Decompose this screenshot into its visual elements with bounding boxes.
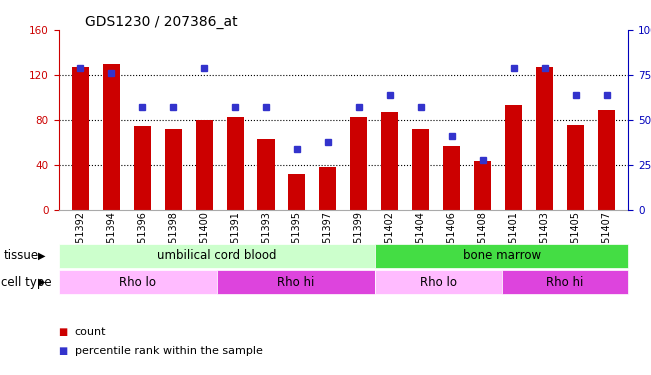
Text: cell type: cell type: [1, 276, 51, 289]
Bar: [165, 129, 182, 210]
Bar: [502, 270, 628, 294]
Bar: [258, 139, 275, 210]
Bar: [72, 67, 89, 210]
Text: ■: ■: [59, 346, 68, 355]
Text: tissue: tissue: [3, 249, 38, 262]
Bar: [412, 129, 429, 210]
Bar: [375, 244, 628, 268]
Text: GDS1230 / 207386_at: GDS1230 / 207386_at: [85, 15, 237, 29]
Text: Rho hi: Rho hi: [546, 276, 583, 289]
Bar: [443, 146, 460, 210]
Bar: [217, 270, 375, 294]
Bar: [381, 112, 398, 210]
Bar: [505, 105, 522, 210]
Text: Rho hi: Rho hi: [277, 276, 314, 289]
Bar: [227, 117, 243, 210]
Bar: [103, 64, 120, 210]
Bar: [195, 120, 213, 210]
Bar: [59, 270, 217, 294]
Text: bone marrow: bone marrow: [463, 249, 541, 262]
Bar: [288, 174, 305, 210]
Bar: [567, 124, 584, 210]
Bar: [59, 244, 375, 268]
Text: umbilical cord blood: umbilical cord blood: [157, 249, 277, 262]
Text: Rho lo: Rho lo: [420, 276, 457, 289]
Bar: [474, 160, 492, 210]
Text: ▶: ▶: [38, 251, 46, 261]
Text: ▶: ▶: [38, 277, 46, 287]
Bar: [375, 270, 502, 294]
Bar: [320, 167, 337, 210]
Bar: [133, 126, 150, 210]
Text: Rho lo: Rho lo: [119, 276, 156, 289]
Bar: [536, 67, 553, 210]
Text: count: count: [75, 327, 106, 337]
Text: ■: ■: [59, 327, 68, 337]
Bar: [598, 110, 615, 210]
Text: percentile rank within the sample: percentile rank within the sample: [75, 346, 263, 355]
Bar: [350, 117, 367, 210]
